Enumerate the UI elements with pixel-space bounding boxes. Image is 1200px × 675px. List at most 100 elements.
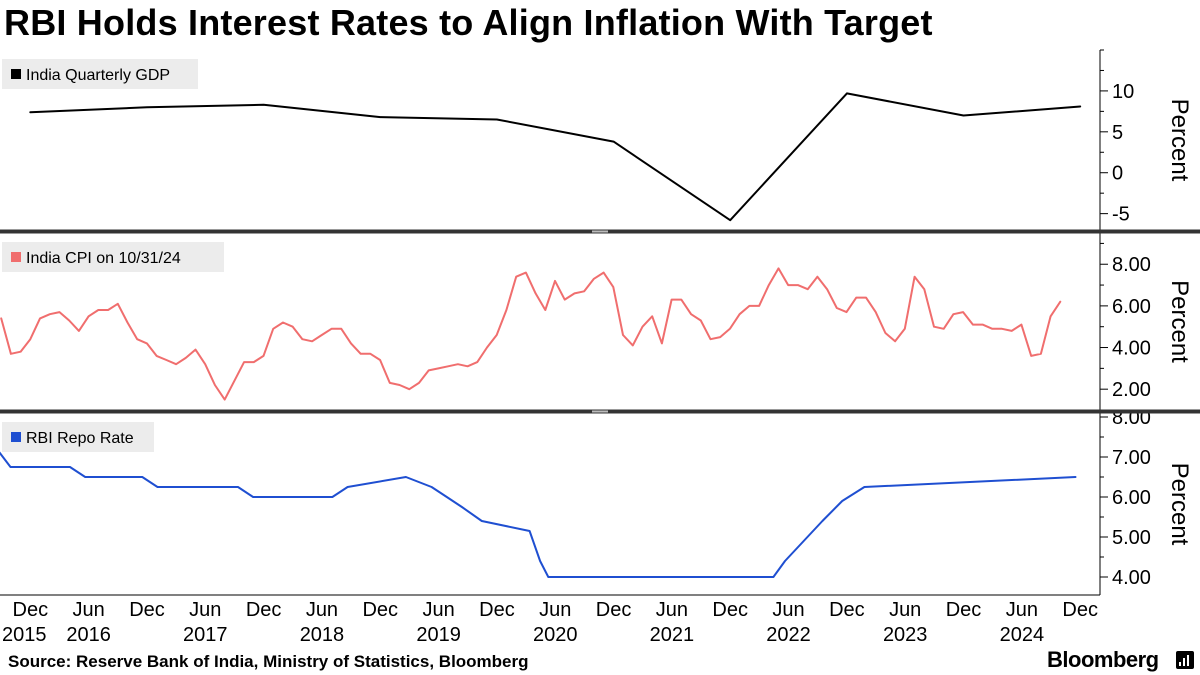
cpi-data-point bbox=[807, 288, 809, 290]
gdp-y-tick-label: 5 bbox=[1112, 122, 1123, 144]
cpi-data-point bbox=[972, 324, 974, 326]
cpi-legend-label: India CPI on 10/31/24 bbox=[26, 250, 181, 267]
cpi-data-point bbox=[680, 299, 682, 301]
cpi-data-point bbox=[952, 313, 955, 315]
repo-data-point bbox=[481, 520, 483, 522]
x-tick-month-label: Jun bbox=[1006, 599, 1038, 621]
x-tick-month-label: Dec bbox=[129, 599, 165, 621]
bloomberg-terminal-icon bbox=[1176, 651, 1194, 669]
cpi-data-point bbox=[175, 363, 177, 365]
x-tick-month-label: Jun bbox=[306, 599, 338, 621]
cpi-data-point bbox=[292, 326, 294, 328]
x-tick-year-label: 2021 bbox=[650, 624, 695, 646]
cpi-data-point bbox=[981, 324, 984, 326]
repo-data-point bbox=[237, 486, 239, 488]
cpi-data-point bbox=[243, 361, 245, 363]
cpi-data-point bbox=[476, 361, 478, 363]
repo-data-point bbox=[461, 506, 463, 508]
cpi-data-point bbox=[544, 309, 546, 311]
cpi-data-point bbox=[787, 284, 789, 286]
cpi-data-point bbox=[398, 384, 401, 386]
repo-data-point bbox=[539, 560, 541, 562]
repo-data-point bbox=[528, 530, 531, 532]
cpi-data-point bbox=[554, 280, 556, 282]
cpi-y-tick-label: 6.00 bbox=[1112, 296, 1151, 318]
cpi-data-point bbox=[282, 321, 284, 324]
repo-data-point bbox=[803, 540, 805, 542]
x-tick-month-label: Jun bbox=[889, 599, 921, 621]
repo-legend-box bbox=[2, 422, 154, 452]
x-tick-month-label: Dec bbox=[246, 599, 282, 621]
cpi-data-point bbox=[525, 271, 527, 274]
cpi-series-line bbox=[0, 267, 1062, 401]
x-tick-month-label: Dec bbox=[946, 599, 982, 621]
cpi-data-point bbox=[593, 278, 595, 280]
cpi-data-point bbox=[165, 359, 167, 361]
panel-divider-grip bbox=[592, 410, 608, 413]
cpi-data-point bbox=[1049, 315, 1052, 317]
gdp-data-point bbox=[1079, 105, 1081, 108]
cpi-data-point bbox=[884, 332, 887, 334]
gdp-data-point bbox=[263, 104, 265, 106]
cpi-data-point bbox=[777, 267, 780, 269]
cpi-data-point bbox=[466, 365, 469, 367]
x-tick-month-label: Jun bbox=[73, 599, 105, 621]
repo-y-tick-label: 7.00 bbox=[1112, 447, 1151, 469]
repo-data-point bbox=[446, 496, 448, 498]
repo-data-point bbox=[841, 500, 843, 502]
cpi-data-point bbox=[729, 328, 731, 330]
cpi-data-point bbox=[321, 334, 323, 336]
repo-data-point bbox=[431, 486, 433, 488]
cpi-data-point bbox=[496, 334, 498, 336]
gdp-data-point bbox=[612, 141, 615, 143]
repo-y-tick-label: 6.00 bbox=[1112, 487, 1151, 509]
cpi-data-point bbox=[894, 340, 896, 342]
x-tick-year-label: 2015 bbox=[2, 624, 47, 646]
repo-data-point bbox=[547, 576, 549, 578]
cpi-data-point bbox=[739, 313, 741, 315]
gdp-data-point bbox=[379, 116, 381, 118]
cpi-data-point bbox=[622, 334, 624, 336]
cpi-data-point bbox=[58, 311, 61, 313]
repo-data-point bbox=[331, 496, 334, 498]
cpi-data-point bbox=[719, 336, 721, 338]
cpi-data-point bbox=[913, 276, 916, 278]
cpi-y-tick-label: 8.00 bbox=[1112, 254, 1151, 276]
gdp-y-tick-label: 0 bbox=[1112, 163, 1123, 185]
cpi-y-tick-label: 2.00 bbox=[1112, 379, 1151, 401]
repo-y-tick-label: 4.00 bbox=[1112, 567, 1151, 589]
repo-data-point bbox=[784, 560, 786, 562]
x-tick-year-label: 2017 bbox=[183, 624, 228, 646]
cpi-data-point bbox=[20, 351, 22, 353]
cpi-data-point bbox=[534, 292, 537, 294]
cpi-data-point bbox=[97, 309, 99, 311]
cpi-data-point bbox=[962, 311, 964, 313]
cpi-data-point bbox=[185, 357, 187, 359]
cpi-data-point bbox=[845, 311, 848, 313]
x-tick-year-label: 2018 bbox=[300, 624, 345, 646]
cpi-data-point bbox=[428, 369, 430, 372]
cpi-data-point bbox=[768, 284, 770, 286]
gdp-y-axis-label: Percent bbox=[1166, 99, 1193, 182]
repo-data-point bbox=[9, 466, 12, 468]
cpi-data-point bbox=[826, 288, 828, 290]
x-tick-month-label: Dec bbox=[829, 599, 865, 621]
cpi-legend-box bbox=[2, 242, 224, 272]
cpi-data-point bbox=[156, 355, 158, 357]
cpi-data-point bbox=[603, 271, 605, 274]
cpi-data-point bbox=[136, 338, 138, 340]
x-tick-month-label: Jun bbox=[772, 599, 804, 621]
x-tick-month-label: Dec bbox=[1062, 599, 1098, 621]
cpi-data-point bbox=[1059, 301, 1061, 303]
cpi-data-point bbox=[486, 346, 488, 349]
bloomberg-logo: Bloomberg bbox=[1047, 647, 1159, 672]
repo-legend-swatch bbox=[11, 432, 21, 442]
cpi-data-point bbox=[194, 349, 197, 351]
cpi-data-point bbox=[1011, 330, 1013, 332]
cpi-data-point bbox=[875, 311, 877, 313]
cpi-data-point bbox=[836, 307, 838, 309]
cpi-data-point bbox=[311, 340, 313, 342]
repo-data-point bbox=[69, 466, 71, 468]
cpi-data-point bbox=[709, 338, 712, 340]
cpi-data-point bbox=[690, 313, 692, 315]
